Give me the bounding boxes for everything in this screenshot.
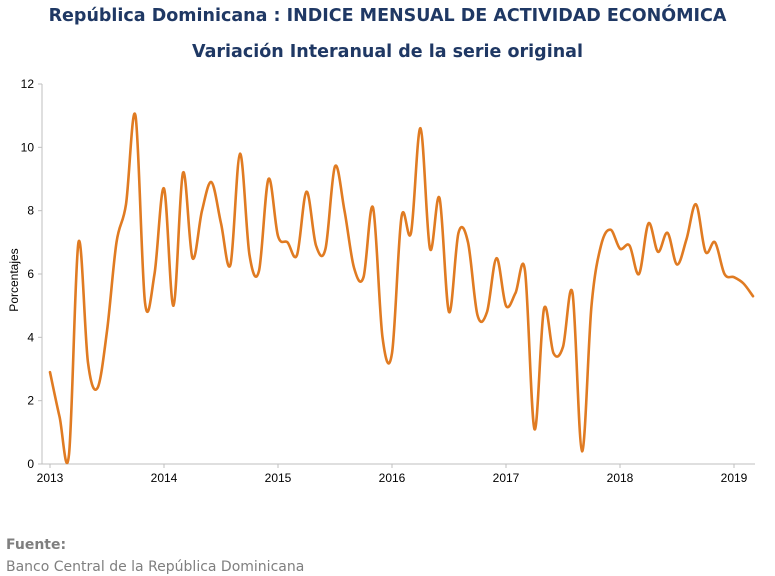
y-tick-label: 8	[27, 204, 34, 218]
y-tick-label: 10	[21, 140, 35, 154]
y-tick-label: 4	[27, 330, 34, 344]
x-tick-label: 2014	[151, 471, 178, 485]
x-axis-ticks: 2013 2014 2015 2016 2017 2018 2019	[37, 464, 748, 485]
x-tick-label: 2018	[607, 471, 634, 485]
x-tick-label: 2015	[265, 471, 292, 485]
source-text: Banco Central de la República Dominicana	[6, 559, 305, 575]
x-tick-label: 2013	[37, 471, 64, 485]
series-line	[48, 112, 755, 465]
y-tick-label: 0	[27, 457, 34, 471]
y-tick-label: 2	[27, 394, 34, 408]
y-tick-label: 12	[21, 77, 35, 91]
chart-title: República Dominicana : INDICE MENSUAL DE…	[48, 6, 727, 26]
y-axis-ticks: 0 2 4 6 8 10 12	[21, 77, 42, 471]
x-tick-label: 2019	[721, 471, 748, 485]
series-lines	[48, 112, 755, 465]
line-chart: 0 2 4 6 8 10 12 2013 2014 2015 2016 2017 2018 2019 P…	[7, 77, 755, 485]
chart-subtitle: Variación Interanual de la serie origina…	[192, 42, 583, 62]
y-tick-label: 6	[27, 267, 34, 281]
source-label: Fuente:	[6, 537, 67, 553]
x-tick-label: 2017	[493, 471, 520, 485]
y-axis-label: Porcentajes	[7, 248, 21, 311]
x-tick-label: 2016	[379, 471, 406, 485]
